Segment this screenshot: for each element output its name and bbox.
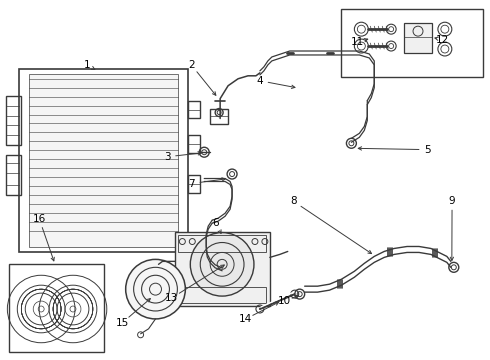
Bar	[9, 264, 104, 352]
Bar	[6, 96, 21, 145]
Bar	[175, 231, 270, 306]
Text: 5: 5	[424, 145, 431, 155]
Bar	[29, 74, 178, 247]
Text: 2: 2	[188, 60, 195, 70]
Text: 16: 16	[33, 214, 46, 224]
Text: 13: 13	[165, 293, 178, 303]
Bar	[188, 135, 200, 153]
Circle shape	[190, 233, 254, 296]
Text: 4: 4	[256, 76, 263, 86]
Text: 8: 8	[291, 197, 297, 206]
Bar	[188, 175, 200, 193]
Text: 6: 6	[213, 218, 219, 228]
Bar	[19, 69, 188, 252]
Text: 10: 10	[277, 296, 291, 306]
Bar	[188, 100, 200, 118]
Bar	[404, 23, 432, 53]
Text: 3: 3	[164, 152, 171, 162]
Bar	[342, 9, 483, 77]
Bar	[6, 155, 21, 195]
Circle shape	[125, 260, 185, 319]
Text: 14: 14	[238, 314, 252, 324]
Text: 11: 11	[350, 37, 364, 48]
Bar	[178, 235, 266, 252]
Text: 15: 15	[116, 318, 129, 328]
Text: 1: 1	[83, 60, 90, 70]
Bar	[210, 109, 228, 125]
Text: 7: 7	[188, 179, 195, 189]
Text: 9: 9	[449, 197, 455, 206]
Text: 12: 12	[436, 35, 449, 45]
Bar	[178, 287, 266, 303]
